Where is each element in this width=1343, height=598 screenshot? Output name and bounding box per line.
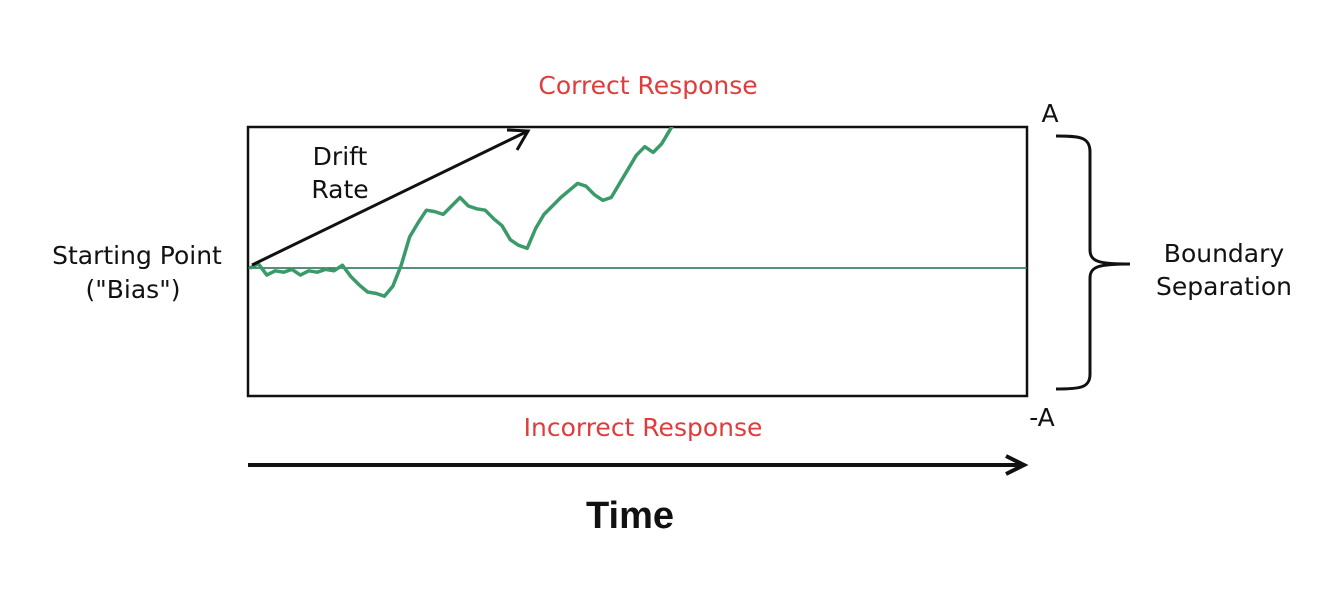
time-arrow bbox=[248, 454, 1029, 476]
boundary-separation-label-line2: Separation bbox=[1156, 272, 1292, 301]
drift-rate-label-line2: Rate bbox=[311, 175, 368, 204]
drift-rate-label-line1: Drift bbox=[313, 142, 368, 171]
decision-boundary-box bbox=[246, 125, 1029, 398]
starting-point-label-line2: ("Bias") bbox=[86, 275, 181, 304]
upper-boundary-label: A bbox=[1041, 99, 1058, 128]
boundary-separation-brace bbox=[1055, 134, 1131, 391]
correct-response-label: Correct Response bbox=[538, 71, 757, 100]
lower-boundary-label: -A bbox=[1029, 403, 1055, 432]
evidence-path bbox=[249, 127, 674, 298]
incorrect-response-label: Incorrect Response bbox=[524, 413, 763, 442]
starting-point-label-line1: Starting Point bbox=[52, 241, 222, 270]
time-axis-label: Time bbox=[586, 495, 674, 537]
evidence-path-layer bbox=[249, 127, 674, 298]
boundary-separation-label-line1: Boundary bbox=[1164, 239, 1285, 268]
drift-rate-arrow bbox=[251, 128, 531, 267]
